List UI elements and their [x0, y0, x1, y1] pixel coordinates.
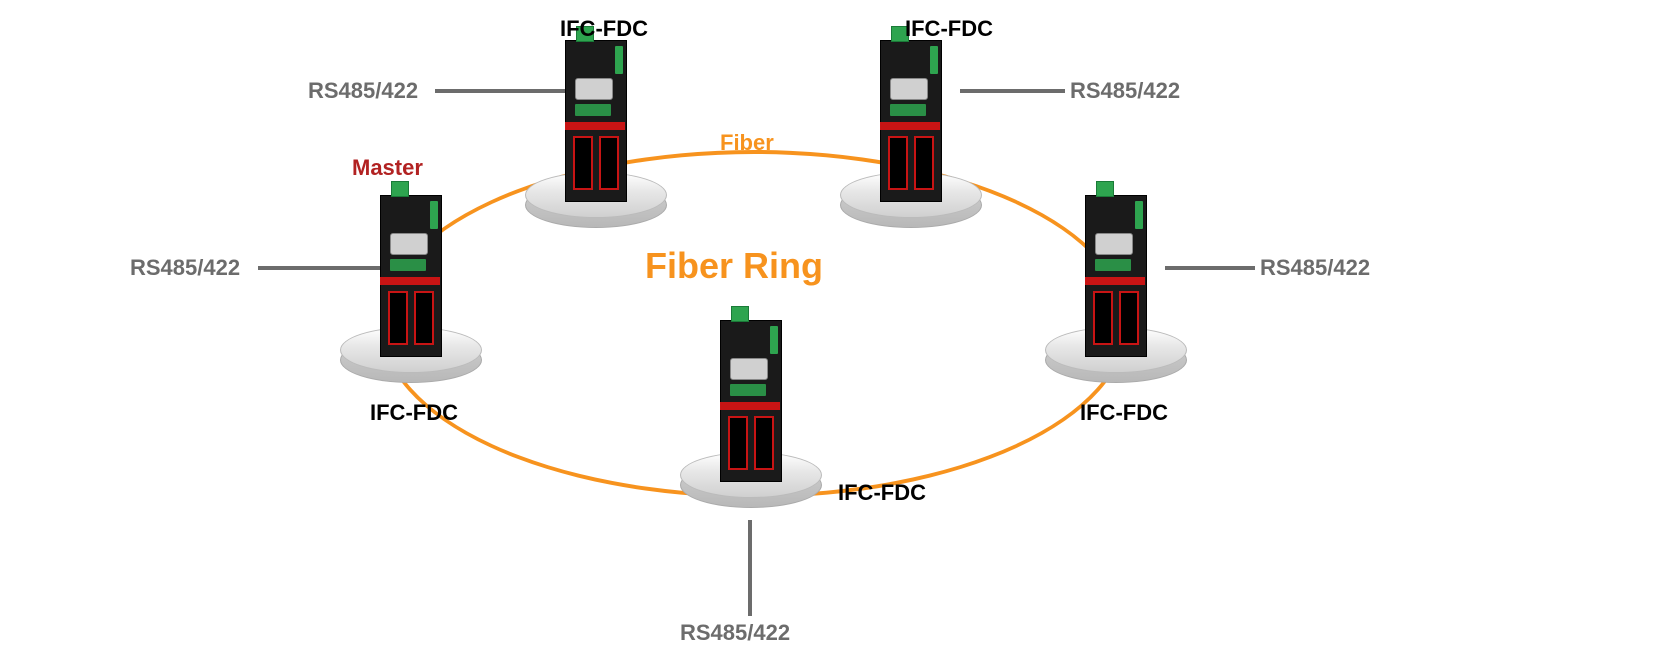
rs-connection-line: [435, 89, 570, 93]
device-accent-band: [380, 277, 440, 285]
master-label: Master: [352, 155, 423, 181]
fiber-port-icon: [888, 136, 908, 190]
rs-connection-line: [960, 89, 1065, 93]
device-side-strip: [930, 46, 938, 74]
device-side-strip: [770, 326, 778, 354]
serial-port-icon: [730, 358, 768, 380]
device-side-strip: [615, 46, 623, 74]
device-side-strip: [430, 201, 438, 229]
device-top-connector: [391, 181, 409, 197]
fiber-port-icon: [728, 416, 748, 470]
rs-connection-line: [258, 266, 385, 270]
serial-port-icon: [890, 78, 928, 100]
rs-label: RS485/422: [1260, 255, 1370, 281]
fiber-port-icon: [414, 291, 434, 345]
ring-title: Fiber Ring: [645, 245, 823, 287]
fiber-label: Fiber: [720, 130, 774, 156]
serial-port-icon: [1095, 233, 1133, 255]
fiber-port-icon: [754, 416, 774, 470]
device-label: IFC-FDC: [838, 480, 926, 506]
device-top-connector: [731, 306, 749, 322]
fiber-ring-diagram: Fiber Ring Fiber Master IFC-FDC RS485/422…: [0, 0, 1675, 664]
device-label: IFC-FDC: [1080, 400, 1168, 426]
device-side-strip: [1135, 201, 1143, 229]
device-accent-band: [565, 122, 625, 130]
rs-label: RS485/422: [308, 78, 418, 104]
rs-connection-line: [748, 520, 752, 616]
rs-label: RS485/422: [1070, 78, 1180, 104]
fiber-port-icon: [388, 291, 408, 345]
serial-port-icon: [390, 233, 428, 255]
device-accent-band: [720, 402, 780, 410]
device-led-panel: [890, 104, 926, 116]
device-label: IFC-FDC: [560, 16, 648, 42]
device-label: IFC-FDC: [905, 16, 993, 42]
serial-port-icon: [575, 78, 613, 100]
device-led-panel: [390, 259, 426, 271]
device-led-panel: [575, 104, 611, 116]
device-accent-band: [880, 122, 940, 130]
device-label: IFC-FDC: [370, 400, 458, 426]
rs-connection-line: [1165, 266, 1255, 270]
fiber-port-icon: [1093, 291, 1113, 345]
rs-label: RS485/422: [680, 620, 790, 646]
fiber-port-icon: [573, 136, 593, 190]
device-led-panel: [730, 384, 766, 396]
fiber-port-icon: [914, 136, 934, 190]
rs-label: RS485/422: [130, 255, 240, 281]
device-top-connector: [1096, 181, 1114, 197]
fiber-port-icon: [599, 136, 619, 190]
device-led-panel: [1095, 259, 1131, 271]
fiber-port-icon: [1119, 291, 1139, 345]
device-accent-band: [1085, 277, 1145, 285]
